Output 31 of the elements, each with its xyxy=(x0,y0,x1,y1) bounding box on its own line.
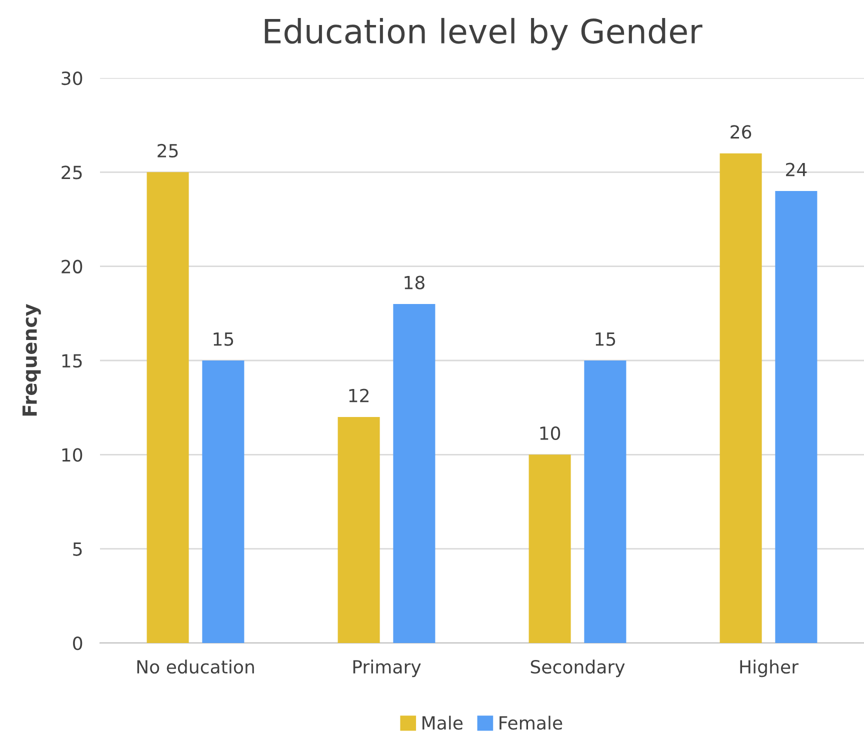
y-tick-label: 30 xyxy=(62,71,82,86)
legend-label: Female xyxy=(500,716,562,730)
x-tick-label: Primary xyxy=(353,660,421,678)
data-label: 25 xyxy=(158,144,178,158)
x-tick-label: Higher xyxy=(740,660,799,678)
x-tick-label: No education xyxy=(137,660,254,674)
x-tick-label: Secondary xyxy=(530,660,625,678)
y-tick-label: 15 xyxy=(62,354,82,368)
data-label: 10 xyxy=(540,426,560,440)
chart-title: Education level by Gender xyxy=(264,18,702,50)
y-tick-label: 10 xyxy=(62,448,82,462)
data-label: 26 xyxy=(730,125,752,139)
bar xyxy=(338,417,380,643)
bar xyxy=(202,360,244,643)
y-tick-label: 25 xyxy=(62,166,82,180)
bar xyxy=(393,304,436,643)
data-label: 24 xyxy=(786,162,807,176)
bar xyxy=(775,191,818,643)
bar xyxy=(528,454,571,643)
data-label: 18 xyxy=(404,276,424,290)
y-tick-label: 0 xyxy=(73,636,82,650)
y-axis-title: Frequency xyxy=(22,304,41,416)
data-label: 15 xyxy=(214,332,234,346)
data-label: 12 xyxy=(349,388,368,402)
y-tick-label: 5 xyxy=(73,542,82,556)
legend-label: Male xyxy=(422,716,463,730)
bar xyxy=(720,153,762,643)
bar xyxy=(146,172,189,643)
bar xyxy=(584,360,626,643)
data-label: 15 xyxy=(596,332,616,346)
y-tick-label: 20 xyxy=(62,260,82,274)
